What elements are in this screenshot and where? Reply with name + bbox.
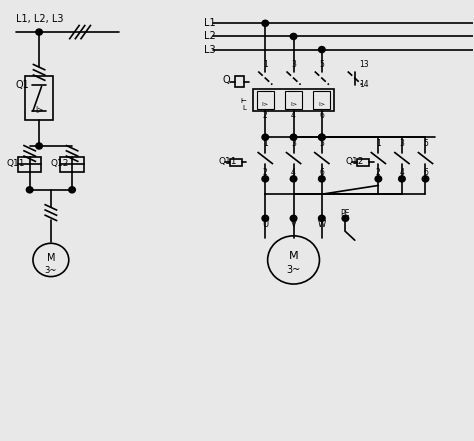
Circle shape bbox=[319, 176, 325, 182]
Circle shape bbox=[342, 215, 349, 221]
Text: 1: 1 bbox=[263, 60, 268, 69]
Circle shape bbox=[262, 215, 269, 221]
Circle shape bbox=[27, 187, 33, 193]
Bar bbox=[60, 157, 84, 172]
Text: 3: 3 bbox=[291, 139, 296, 148]
Circle shape bbox=[262, 134, 269, 140]
Text: L1, L2, L3: L1, L2, L3 bbox=[16, 14, 63, 24]
Bar bbox=[230, 159, 242, 166]
Text: 5: 5 bbox=[423, 139, 428, 148]
Circle shape bbox=[36, 29, 42, 35]
Text: I>: I> bbox=[290, 102, 297, 107]
Circle shape bbox=[290, 176, 297, 182]
Text: 1: 1 bbox=[263, 139, 268, 148]
Bar bbox=[235, 76, 244, 87]
Text: L3: L3 bbox=[204, 45, 216, 55]
Circle shape bbox=[262, 20, 269, 26]
Circle shape bbox=[319, 47, 325, 52]
Text: L2: L2 bbox=[204, 31, 216, 41]
Text: Q1: Q1 bbox=[16, 80, 29, 90]
Text: 3~: 3~ bbox=[45, 266, 57, 275]
Text: Q: Q bbox=[223, 75, 230, 85]
Text: 5: 5 bbox=[319, 60, 324, 69]
Bar bbox=[257, 91, 274, 109]
Circle shape bbox=[290, 34, 297, 40]
Text: 6: 6 bbox=[319, 111, 324, 120]
Circle shape bbox=[399, 176, 405, 182]
Circle shape bbox=[290, 215, 297, 221]
Bar bbox=[285, 91, 302, 109]
Text: 3: 3 bbox=[291, 60, 296, 69]
Circle shape bbox=[290, 134, 297, 140]
Circle shape bbox=[319, 134, 325, 140]
Text: I>: I> bbox=[318, 102, 325, 107]
Text: I─
L: I─ L bbox=[240, 98, 246, 111]
Bar bbox=[18, 157, 41, 172]
Text: 6: 6 bbox=[423, 168, 428, 177]
Text: W: W bbox=[318, 220, 326, 229]
Circle shape bbox=[319, 134, 325, 140]
Text: Q12: Q12 bbox=[346, 157, 364, 166]
Text: 2: 2 bbox=[263, 168, 268, 177]
Bar bbox=[25, 76, 53, 120]
Text: I>: I> bbox=[35, 106, 43, 116]
Circle shape bbox=[36, 143, 42, 149]
Text: M: M bbox=[46, 253, 55, 263]
Text: 4: 4 bbox=[291, 111, 296, 120]
Text: 1: 1 bbox=[376, 139, 381, 148]
Text: Q11: Q11 bbox=[218, 157, 237, 166]
Text: M: M bbox=[289, 251, 298, 262]
Circle shape bbox=[422, 176, 429, 182]
Text: 3: 3 bbox=[400, 139, 404, 148]
Text: Q11: Q11 bbox=[6, 159, 25, 168]
Text: 4: 4 bbox=[400, 168, 404, 177]
Circle shape bbox=[262, 176, 269, 182]
Text: U: U bbox=[262, 220, 268, 229]
Circle shape bbox=[375, 176, 382, 182]
Text: I>: I> bbox=[262, 102, 269, 107]
Circle shape bbox=[33, 243, 69, 277]
Text: PE: PE bbox=[341, 209, 350, 218]
Text: 6: 6 bbox=[319, 168, 324, 177]
Bar bbox=[357, 159, 369, 166]
Bar bbox=[254, 89, 334, 111]
Text: 13: 13 bbox=[359, 60, 369, 69]
Text: V: V bbox=[291, 220, 296, 229]
Bar bbox=[313, 91, 330, 109]
Text: 2: 2 bbox=[376, 168, 381, 177]
Circle shape bbox=[319, 215, 325, 221]
Circle shape bbox=[268, 236, 319, 284]
Text: 14: 14 bbox=[359, 80, 369, 89]
Text: 4: 4 bbox=[291, 168, 296, 177]
Text: Q12: Q12 bbox=[51, 159, 69, 168]
Text: 2: 2 bbox=[263, 111, 268, 120]
Text: L1: L1 bbox=[204, 18, 216, 28]
Text: 3~: 3~ bbox=[286, 265, 301, 275]
Circle shape bbox=[69, 187, 75, 193]
Text: 5: 5 bbox=[319, 139, 324, 148]
